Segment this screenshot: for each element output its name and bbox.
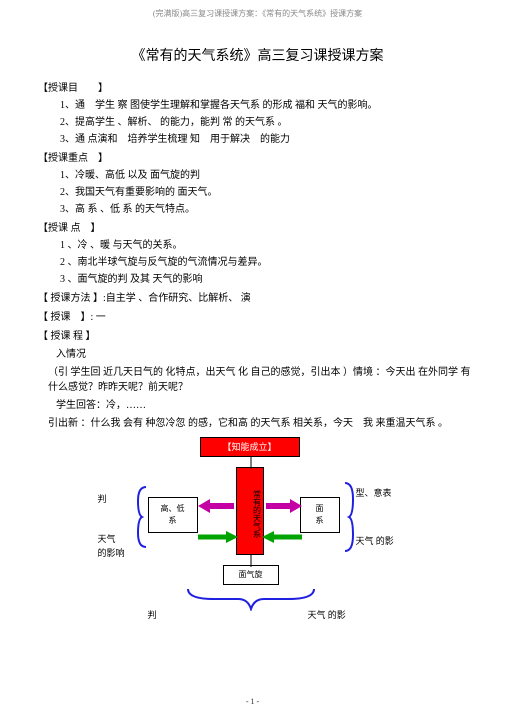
page-title: 《常有的天气系统》高三复习课授课方案 [38,46,477,67]
s2-i2: 2、我国天气有重要影响的 面天气。 [60,185,477,200]
diagram-left-box: 高、低 系 [148,497,198,533]
section-2-heading: 【授课重点 】 [38,151,477,166]
s3-i3: 3 、面气旋的判 及其 天气的影响 [60,272,477,287]
bracket-left-open [136,485,148,549]
s2-i1: 1、冷暖、高低 以及 面气旋的判 [60,168,477,183]
intro-p3: 引出新 ：什么我 会有 种忽冷忽 的感，它和高 的天气系 相关系，今天 我 来重… [48,416,477,431]
lbl-bot-left: 判 [148,609,157,623]
section-4: 【 授课方法 】:自主学 、合作研究、比解析、 演 [38,291,477,306]
flow-diagram: 【知能成立】 常有的天气系 高、低 系 面 系 面气旋 判 天气 的影响 型、意… [88,437,428,632]
s1-i2: 2、提高学生 、解析、 的能力，能判 常 的天气系 。 [60,115,477,130]
arrow-magenta-left [198,497,236,515]
bracket-right-open [343,481,355,553]
arrow-magenta-right [264,497,302,515]
s1-i1: 1、通 学生 察 图使学生理解和掌握各天气系 的形成 福和 天气的影响。 [60,98,477,113]
s3-i1: 1 、冷 、暖 与天气的关系。 [60,238,477,253]
section-5: 【 授课 】: 一 [38,310,477,325]
intro-p1: （引 学生回 近几天日气的 化特点，出天气 化 自己的感觉，引出本 ）情境 ：今… [48,365,477,395]
link-top-mid [248,457,254,469]
diagram-right-box: 面 系 [300,497,340,533]
header-note: (完满版)高三复习课授课方案：《常有的天气系统》授课方案 [38,8,477,20]
lbl-left-bot: 天气 的影响 [98,533,125,560]
intro-p2: 学生回答：冷，…… [56,398,477,413]
s1-i3: 3、通 点演和 培养学生梳理 知 用于解决 的能力 [60,132,477,147]
s2-i3: 3、高 系 、低 系 的天气特点。 [60,202,477,217]
lbl-bot-right: 天气 的影 [308,609,346,623]
diagram-top-box: 【知能成立】 [200,437,300,457]
s3-i2: 2 、南北半球气旋与反气旋的气流情况与差异。 [60,255,477,270]
bracket-bottom [184,587,318,611]
arrow-green-from-right [262,529,304,545]
section-1-heading: 【授课目 】 [38,81,477,96]
diagram-mid-box: 常有的天气系 [236,467,264,555]
section-3-heading: 【授课 点 】 [38,221,477,236]
link-mid-bottom [248,555,254,567]
intro-heading: 入情况 [56,347,477,362]
section-6: 【 授课 程 】 [38,329,477,344]
arrow-green-from-left [196,529,238,545]
page-number: - 1 - [0,696,505,708]
lbl-left-top: 判 [98,493,107,507]
lbl-right-top: 型、意表 [356,487,392,501]
lbl-right-bot: 天气 的影 [356,535,394,549]
diagram-bottom-box: 面气旋 [223,565,279,585]
